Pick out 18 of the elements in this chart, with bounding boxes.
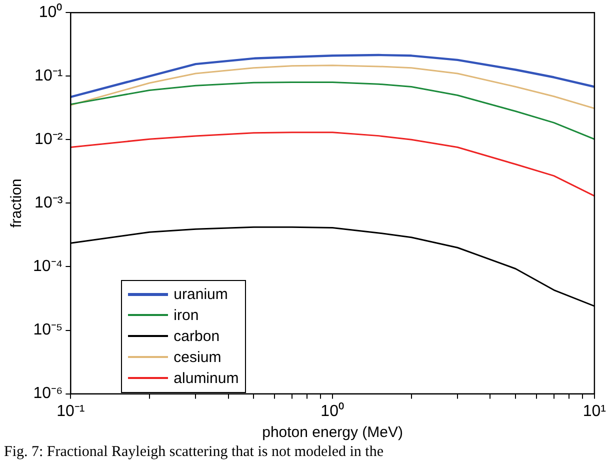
y-tick-label: 10⁰ — [38, 3, 63, 22]
y-tick-label: 10⁻⁶ — [33, 385, 63, 402]
legend-label: uranium — [174, 286, 228, 303]
x-tick-label: 10¹ — [582, 402, 606, 420]
legend-label: cesium — [174, 348, 222, 366]
y-axis-title: fraction — [8, 178, 26, 228]
legend-label: iron — [174, 306, 199, 324]
y-tick-label: 10⁻⁴ — [33, 258, 63, 276]
legend-label: aluminum — [174, 370, 239, 387]
x-tick-label: 10⁻¹ — [56, 402, 85, 420]
caption: Fig. 7: Fractional Rayleigh scattering that is not modeled in the — [4, 444, 384, 461]
y-tick-label: 10⁻² — [34, 131, 64, 148]
legend-label: carbon — [174, 328, 220, 345]
y-tick-label: 10⁻⁵ — [33, 322, 63, 339]
y-tick-label: 10⁻¹ — [34, 68, 63, 85]
y-tick-label: 10⁻³ — [34, 194, 64, 212]
x-axis-title: photon energy (MeV) — [262, 424, 404, 442]
x-tick-label: 10⁰ — [320, 402, 344, 420]
